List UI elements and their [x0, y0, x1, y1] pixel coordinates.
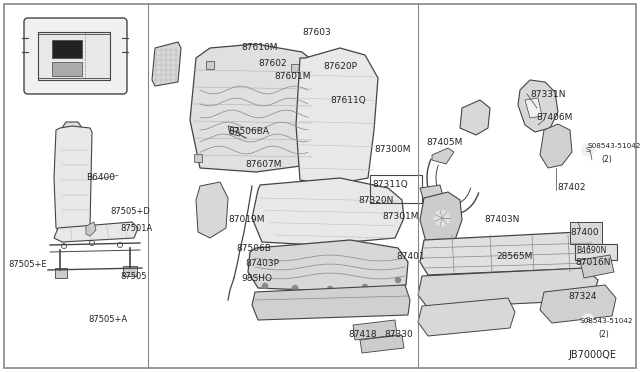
- Bar: [52, 62, 82, 76]
- Circle shape: [292, 285, 298, 291]
- Bar: [52, 40, 82, 58]
- Text: 87403N: 87403N: [484, 215, 520, 224]
- Text: 87402: 87402: [557, 183, 586, 192]
- Polygon shape: [190, 44, 318, 172]
- Polygon shape: [420, 232, 596, 275]
- Bar: [194, 154, 202, 162]
- Polygon shape: [518, 80, 558, 132]
- Circle shape: [434, 210, 450, 226]
- Bar: [206, 61, 214, 69]
- Text: S08543-51042: S08543-51042: [580, 318, 634, 324]
- Circle shape: [362, 284, 368, 290]
- Text: B6400: B6400: [86, 173, 115, 182]
- Text: 87505: 87505: [120, 272, 147, 281]
- Polygon shape: [525, 98, 542, 118]
- Text: 87406M: 87406M: [536, 113, 572, 122]
- Text: 87311Q: 87311Q: [372, 180, 408, 189]
- Text: 87603: 87603: [302, 28, 331, 37]
- Text: 87506BA: 87506BA: [228, 127, 269, 136]
- Text: 87505+E: 87505+E: [8, 260, 47, 269]
- Polygon shape: [580, 255, 614, 278]
- Polygon shape: [196, 182, 228, 238]
- Polygon shape: [123, 266, 137, 276]
- Text: 87418: 87418: [348, 330, 376, 339]
- Polygon shape: [418, 268, 598, 308]
- Text: 87601M: 87601M: [274, 72, 310, 81]
- Polygon shape: [420, 192, 462, 248]
- Text: 87607M: 87607M: [245, 160, 282, 169]
- Text: 87602: 87602: [258, 59, 287, 68]
- Text: 87320N: 87320N: [358, 196, 394, 205]
- Polygon shape: [62, 122, 82, 134]
- Bar: [291, 64, 299, 72]
- Circle shape: [262, 283, 268, 289]
- Polygon shape: [360, 335, 404, 353]
- Polygon shape: [420, 185, 444, 202]
- Polygon shape: [252, 178, 404, 245]
- Text: 87016N: 87016N: [575, 258, 611, 267]
- Text: 87324: 87324: [568, 292, 596, 301]
- Text: (2): (2): [601, 155, 612, 164]
- Circle shape: [395, 277, 401, 283]
- Polygon shape: [152, 42, 181, 86]
- Polygon shape: [54, 222, 138, 242]
- Text: 98SHO: 98SHO: [241, 274, 272, 283]
- Bar: [304, 151, 312, 159]
- Text: B4690N: B4690N: [576, 246, 606, 255]
- Polygon shape: [296, 48, 378, 185]
- Text: 87405M: 87405M: [426, 138, 462, 147]
- Text: (2): (2): [598, 330, 609, 339]
- Polygon shape: [460, 100, 490, 135]
- Polygon shape: [252, 285, 410, 320]
- Circle shape: [582, 314, 594, 326]
- Text: S: S: [586, 317, 590, 323]
- Text: 87505+D: 87505+D: [110, 207, 150, 216]
- Circle shape: [582, 144, 594, 156]
- Bar: [38, 32, 110, 80]
- Polygon shape: [54, 126, 92, 232]
- Text: 87611Q: 87611Q: [330, 96, 365, 105]
- Text: S08543-51042: S08543-51042: [588, 143, 640, 149]
- Text: 87019M: 87019M: [228, 215, 264, 224]
- Polygon shape: [418, 298, 515, 336]
- Text: 87505+A: 87505+A: [88, 315, 127, 324]
- Text: 87401: 87401: [396, 252, 424, 261]
- Bar: [575, 244, 617, 260]
- Text: JB7000QE: JB7000QE: [568, 350, 616, 360]
- Text: 87620P: 87620P: [323, 62, 357, 71]
- Polygon shape: [248, 240, 408, 292]
- Polygon shape: [228, 126, 240, 136]
- Text: 87331N: 87331N: [530, 90, 566, 99]
- Text: 87403P: 87403P: [245, 259, 279, 268]
- Bar: [570, 222, 602, 244]
- Text: 87330: 87330: [384, 330, 413, 339]
- Text: 87501A: 87501A: [120, 224, 152, 233]
- Circle shape: [327, 286, 333, 292]
- Text: 87300M: 87300M: [374, 145, 410, 154]
- Text: 87610M: 87610M: [241, 43, 278, 52]
- Polygon shape: [540, 285, 616, 323]
- Circle shape: [530, 104, 538, 112]
- FancyBboxPatch shape: [24, 18, 127, 94]
- Text: S: S: [586, 147, 590, 153]
- Text: 87301M: 87301M: [382, 212, 419, 221]
- Text: 87506B: 87506B: [236, 244, 271, 253]
- Text: 28565M: 28565M: [496, 252, 532, 261]
- Polygon shape: [86, 222, 96, 236]
- Polygon shape: [432, 148, 454, 164]
- Polygon shape: [540, 124, 572, 168]
- Polygon shape: [55, 268, 67, 278]
- Bar: [370, 175, 422, 203]
- Text: 87400: 87400: [570, 228, 598, 237]
- Polygon shape: [353, 320, 397, 340]
